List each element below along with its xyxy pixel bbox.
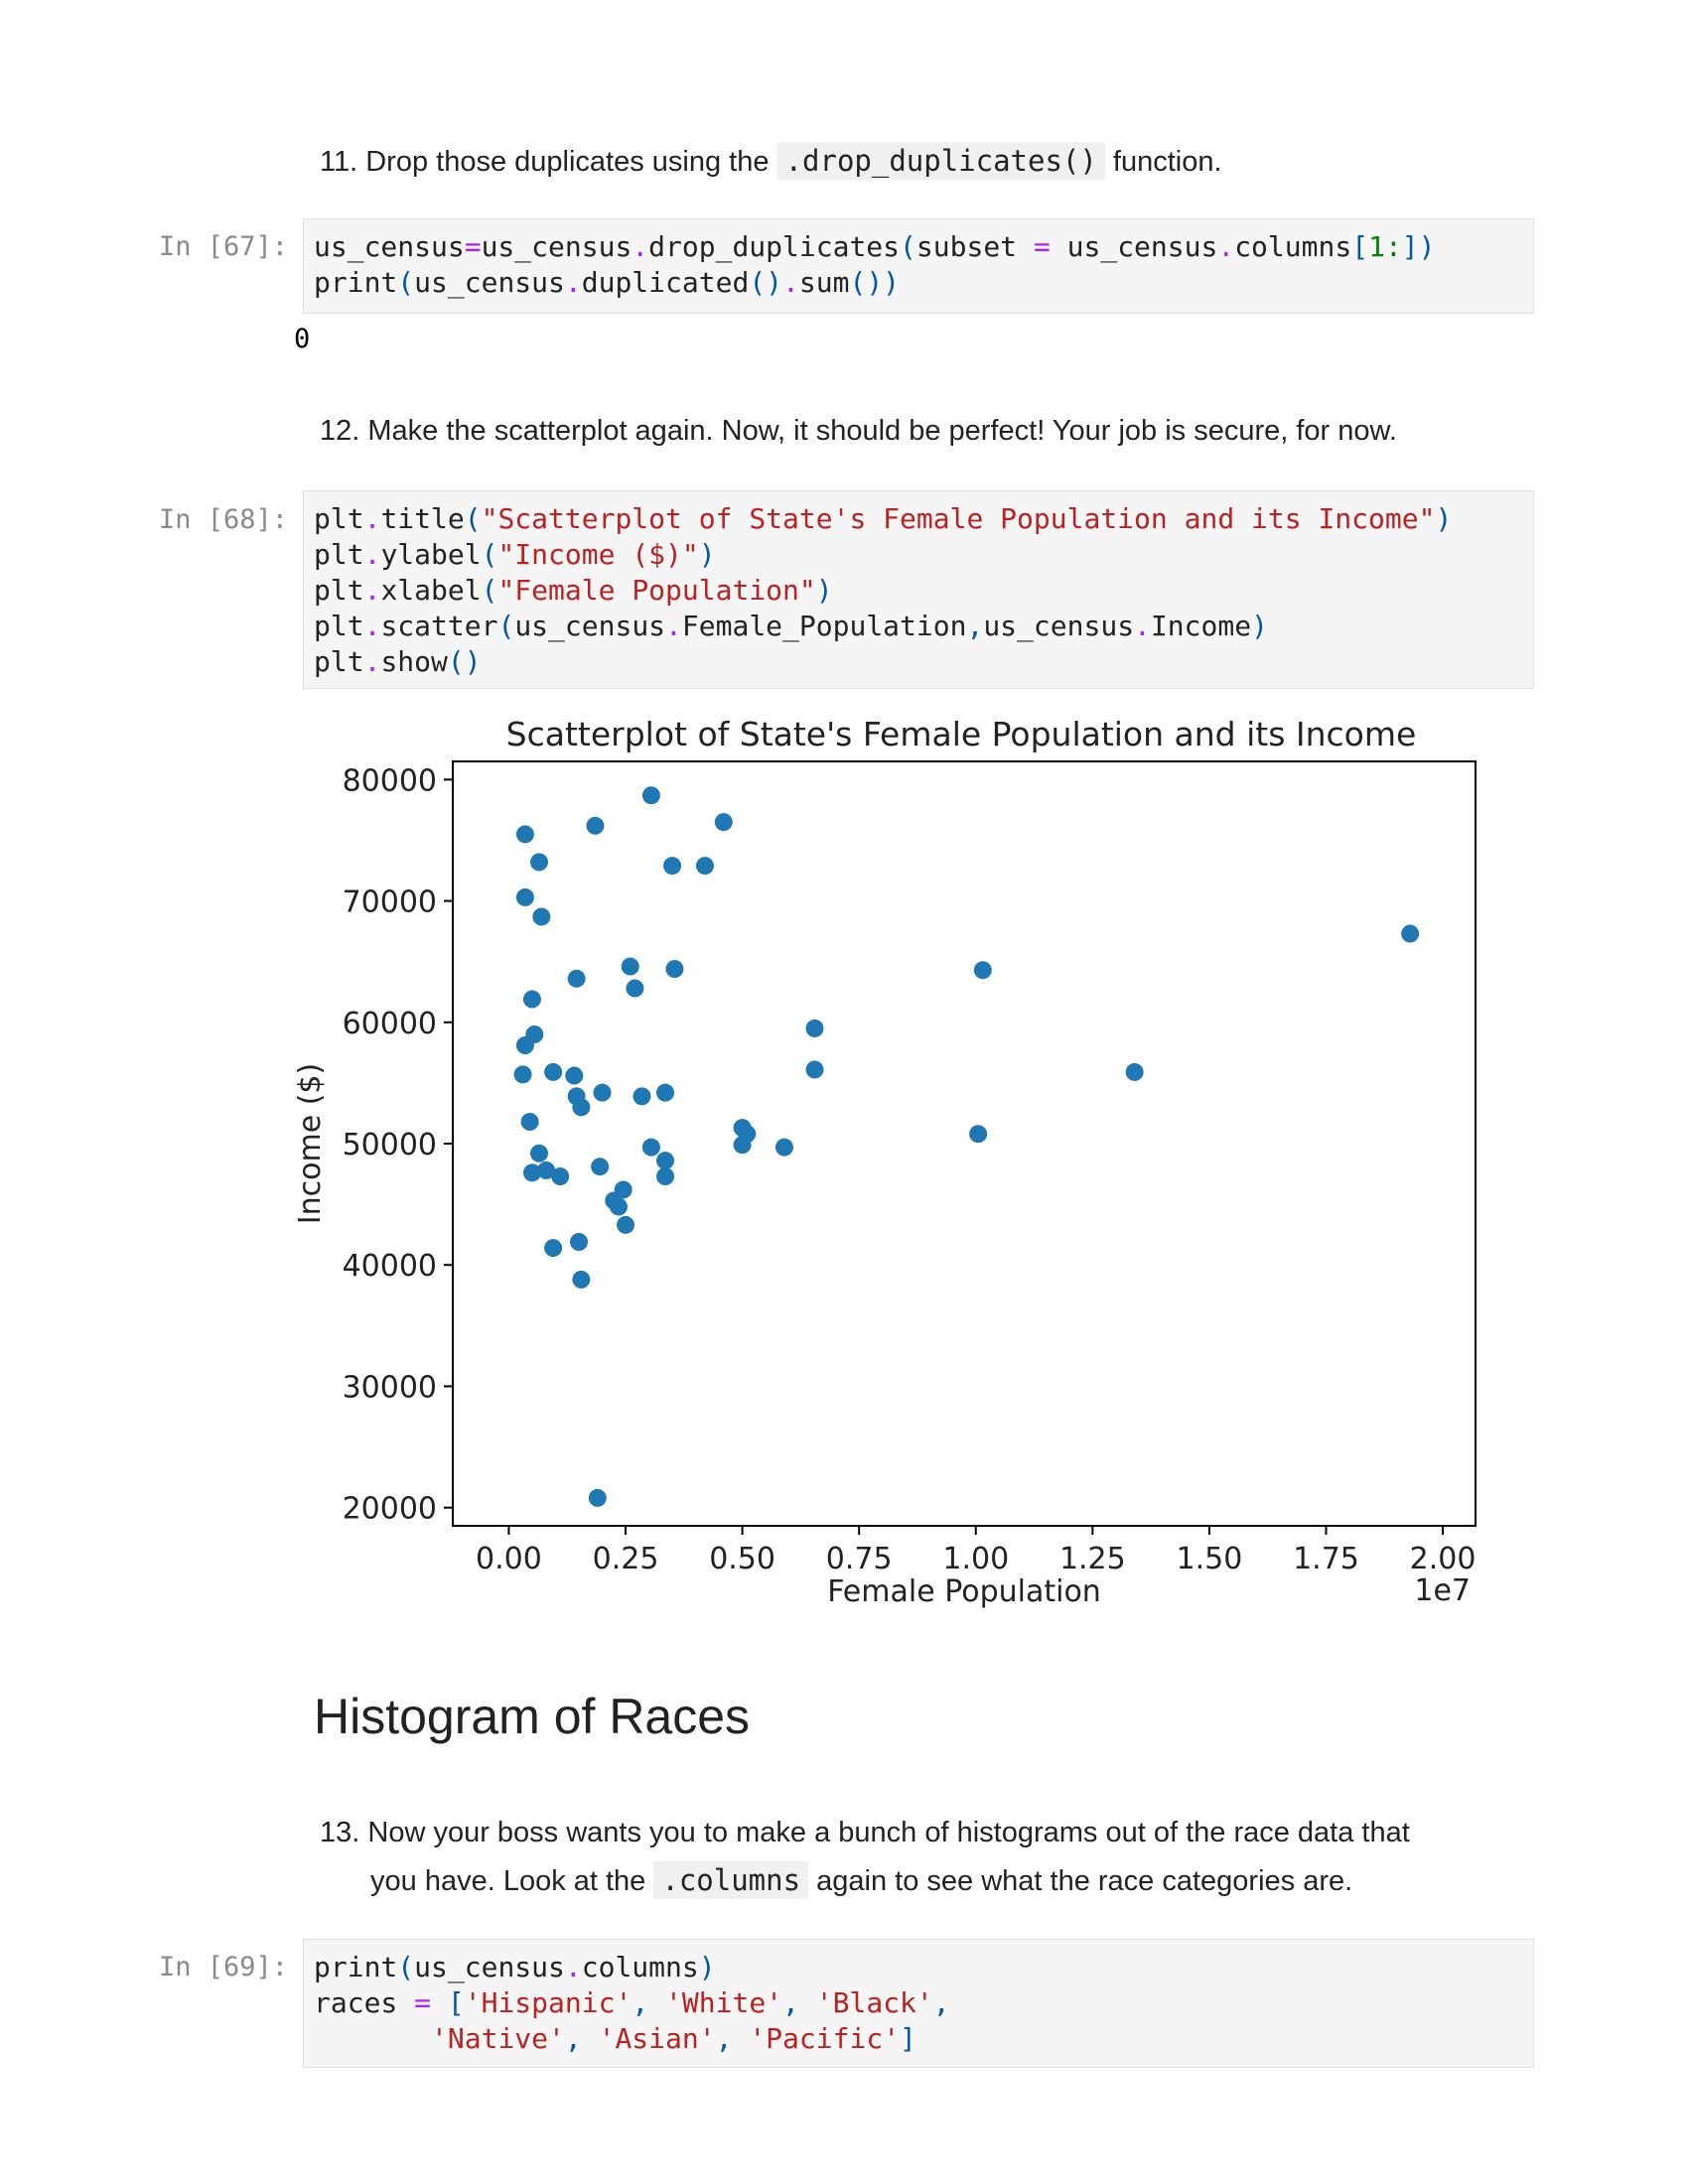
x-axis-label: Female Population <box>827 1574 1101 1609</box>
y-tick-label: 40000 <box>343 1249 437 1284</box>
section-heading: Histogram of Races <box>314 1689 751 1744</box>
y-tick-label: 60000 <box>343 1007 437 1041</box>
y-tick-label: 80000 <box>343 763 437 798</box>
y-tick-label: 30000 <box>343 1370 437 1405</box>
scatter-point <box>537 1160 556 1179</box>
scatter-point <box>530 853 549 872</box>
scatter-point <box>641 786 660 805</box>
scatter-point <box>714 813 733 832</box>
x-tick-label: 0.25 <box>593 1542 659 1576</box>
step-number: 11. <box>320 146 358 178</box>
scatter-point <box>593 1083 612 1102</box>
x-tick-label: 0.75 <box>826 1542 893 1576</box>
scatter-point <box>551 1167 570 1185</box>
x-tick-label: 0.50 <box>709 1542 775 1576</box>
x-tick-label: 2.00 <box>1410 1542 1477 1576</box>
scatter-point <box>655 1083 674 1102</box>
scatter-point <box>515 825 534 844</box>
inline-code: .drop_duplicates() <box>776 142 1105 180</box>
code-cell-69[interactable]: print(us_census.columns) races = ['Hispa… <box>303 1939 1534 2068</box>
cell-68-prompt: In [68]: <box>159 504 289 535</box>
x-tick-label: 1.25 <box>1059 1542 1126 1576</box>
y-axis: 20000 30000 40000 50000 60000 70000 80000 <box>343 763 453 1527</box>
step-text: Drop those duplicates using the <box>365 146 770 178</box>
scatter-point <box>695 857 714 876</box>
y-tick-label: 20000 <box>343 1492 437 1527</box>
plot-frame <box>452 760 1477 1527</box>
scatter-point <box>522 990 541 1009</box>
scatter-point <box>633 1087 651 1106</box>
scatter-point <box>805 1019 824 1037</box>
scatter-point <box>586 816 605 835</box>
scatter-point <box>641 1138 660 1157</box>
scatter-point <box>621 957 639 976</box>
chart-title: Scatterplot of State's Female Population… <box>506 715 1417 753</box>
x-axis: 0.00 0.25 0.50 0.75 1.00 1.25 1.50 1.75 2.00 <box>476 1526 1476 1576</box>
scatter-point <box>609 1197 628 1216</box>
scatter-point <box>513 1065 532 1084</box>
scatter-point <box>969 1125 988 1144</box>
scatter-point <box>520 1113 539 1131</box>
step-text-end: again to see what the race categories ar… <box>816 1865 1353 1897</box>
scatter-chart: Scatterplot of State's Female Population… <box>293 715 1477 1609</box>
scatter-point <box>655 1152 674 1170</box>
scatter-point <box>665 960 684 978</box>
scatter-point <box>567 969 586 988</box>
scatter-point <box>617 1215 635 1234</box>
scatter-point <box>532 907 551 926</box>
scatter-point <box>655 1167 674 1185</box>
scatter-point <box>588 1488 607 1507</box>
scatter-point <box>569 1233 588 1251</box>
scatter-point <box>805 1060 824 1079</box>
code-cell-67[interactable]: us_census=us_census.drop_duplicates(subs… <box>303 218 1534 314</box>
scatter-point <box>515 1036 534 1054</box>
scatter-point <box>1401 924 1420 943</box>
code-cell-68[interactable]: plt.title("Scatterplot of State's Female… <box>303 490 1534 689</box>
inline-code: .columns <box>653 1861 809 1899</box>
y-tick-label: 70000 <box>343 886 437 920</box>
scatter-point <box>544 1062 563 1081</box>
step-text-end: function. <box>1112 146 1222 178</box>
x-tick-label: 1.00 <box>942 1542 1009 1576</box>
cell-67-output: 0 <box>294 324 311 354</box>
scatter-point <box>626 979 644 998</box>
cell-69-prompt: In [69]: <box>159 1952 289 1982</box>
step-text: you have. Look at the <box>370 1865 646 1897</box>
step-12-text: 12. Make the scatterplot again. Now, it … <box>320 415 1397 447</box>
x-tick-label: 1.75 <box>1293 1542 1359 1576</box>
scatter-point <box>565 1066 584 1085</box>
scatter-point <box>663 857 682 876</box>
x-tick-label: 0.00 <box>476 1542 542 1576</box>
x-offset-label: 1e7 <box>1414 1573 1471 1608</box>
y-axis-label: Income ($) <box>293 1063 328 1224</box>
scatter-point <box>530 1144 549 1162</box>
step-11-text: 11. Drop those duplicates using the .dro… <box>320 137 1222 186</box>
y-tick-label: 50000 <box>343 1128 437 1162</box>
scatter-point <box>591 1158 610 1176</box>
scatter-point <box>544 1239 563 1258</box>
step-13-line-1: 13. Now your boss wants you to make a bu… <box>320 1817 1410 1848</box>
scatter-point <box>733 1136 752 1155</box>
scatter-point <box>1125 1062 1144 1081</box>
scatter-point <box>515 887 534 906</box>
scatter-point <box>774 1138 793 1157</box>
step-13-text: 13. Now your boss wants you to make a bu… <box>320 1809 1410 1905</box>
cell-67-prompt: In [67]: <box>159 231 289 262</box>
scatter-point <box>572 1270 591 1289</box>
step-13-line-2: you have. Look at the .columns again to … <box>320 1856 1410 1905</box>
scatter-point <box>522 1163 541 1182</box>
x-tick-label: 1.50 <box>1177 1542 1243 1576</box>
data-points <box>513 786 1420 1507</box>
scatter-point <box>973 961 992 980</box>
scatter-point <box>572 1098 591 1117</box>
